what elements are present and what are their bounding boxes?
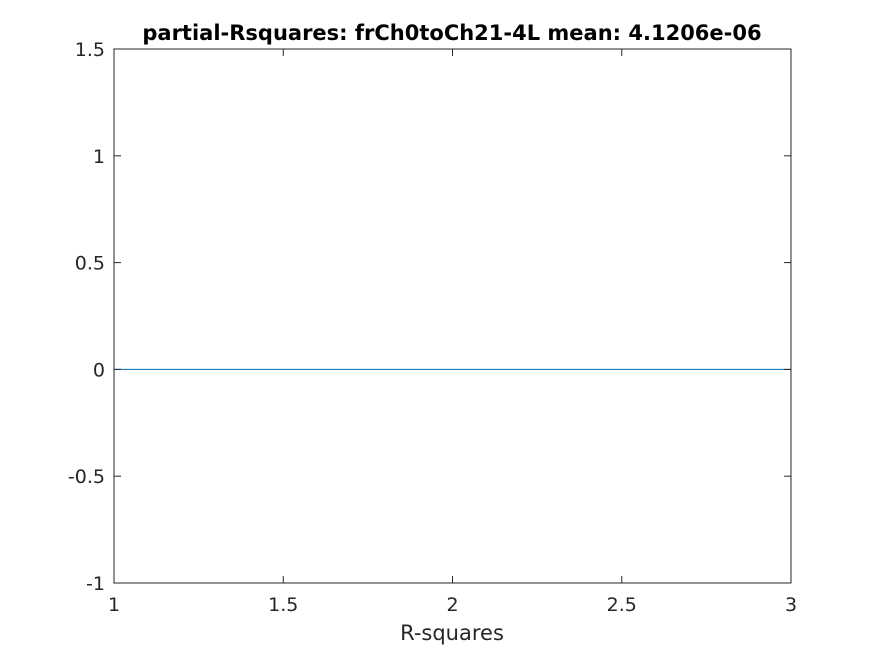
x-tick-label: 1.5 (268, 594, 298, 616)
x-tick-label: 3 (785, 594, 797, 616)
plot-area (113, 48, 792, 584)
y-tick-label: 0 (93, 359, 105, 381)
x-tick-label: 1 (108, 594, 120, 616)
x-axis-label: R-squares (400, 621, 504, 645)
y-tick-label: -0.5 (68, 466, 105, 488)
y-tick-label: -1 (86, 573, 105, 595)
x-tick-label: 2.5 (607, 594, 637, 616)
y-axis: -1 -0.5 0 0.5 1 1.5 (68, 39, 791, 595)
y-tick-label: 0.5 (75, 253, 105, 275)
x-axis: 1 1.5 2 2.5 3 (108, 49, 797, 616)
y-tick-label: 1.5 (75, 39, 105, 61)
x-tick-label: 2 (446, 594, 458, 616)
chart-title: partial-Rsquares: frCh0toCh21-4L mean: 4… (142, 21, 761, 45)
y-tick-label: 1 (93, 146, 105, 168)
